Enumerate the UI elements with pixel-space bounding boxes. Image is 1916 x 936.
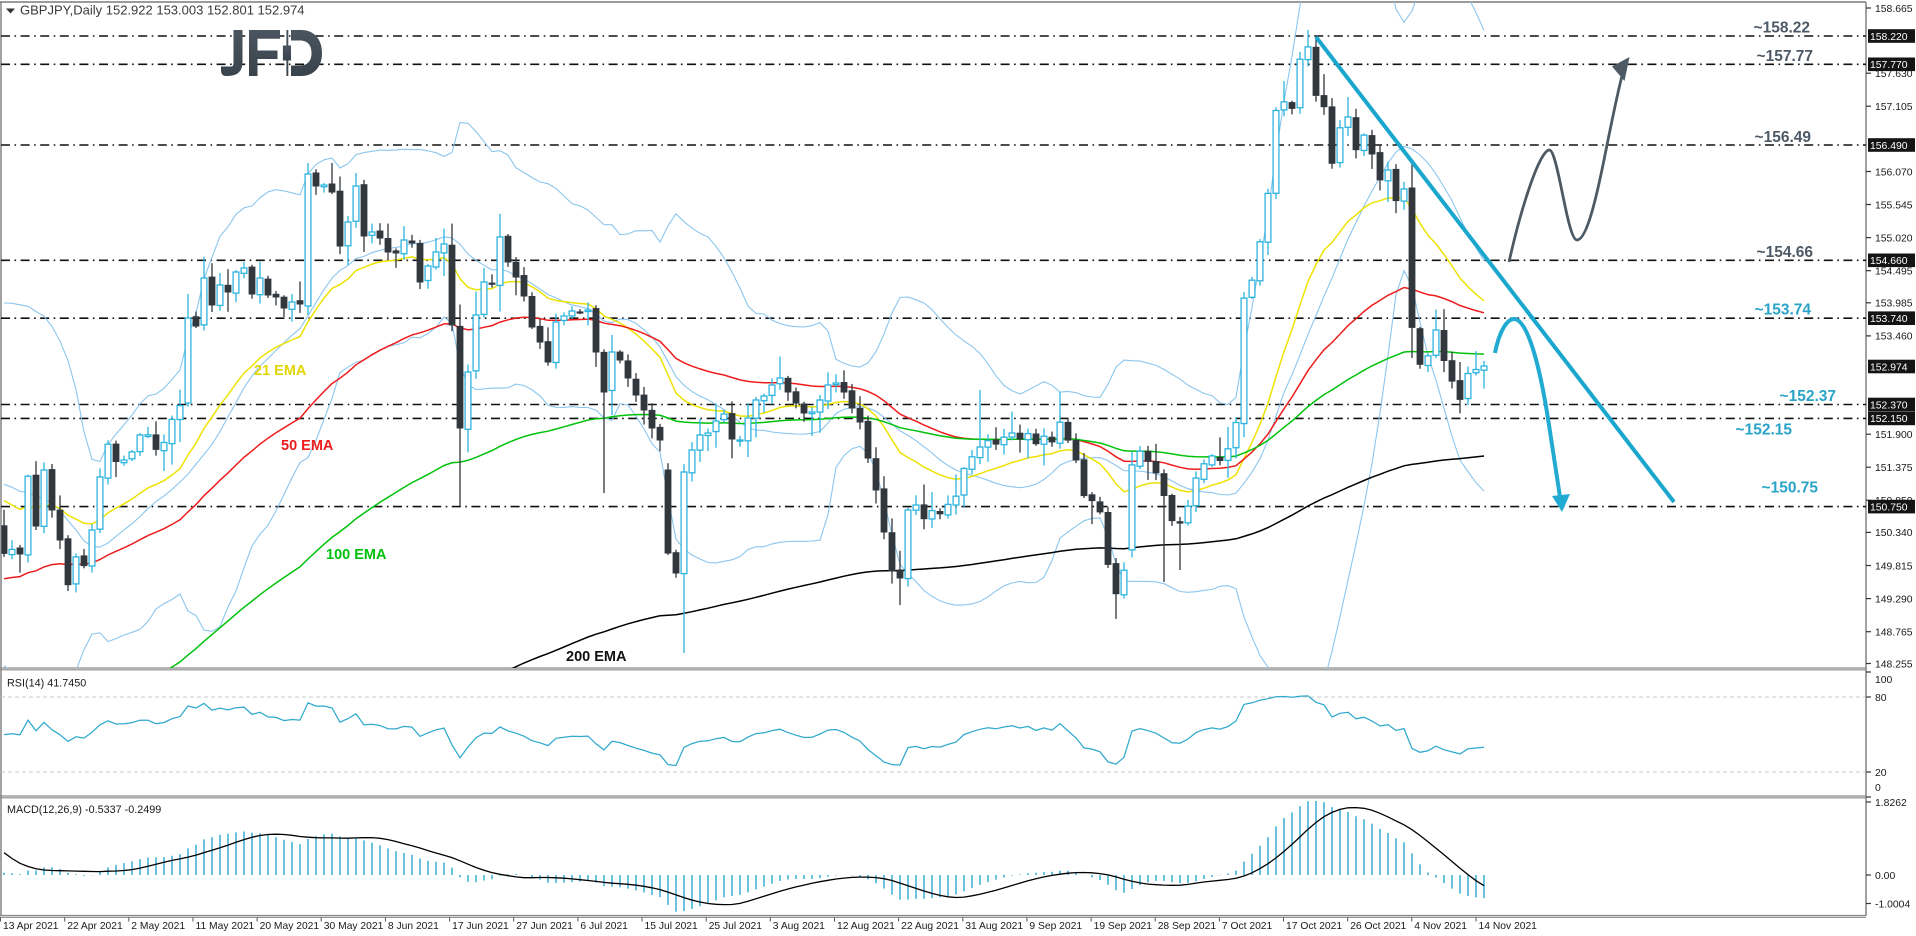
svg-text:151.900: 151.900 bbox=[1875, 430, 1913, 441]
svg-text:30 May 2021: 30 May 2021 bbox=[324, 921, 384, 932]
svg-text:~158.22: ~158.22 bbox=[1754, 20, 1810, 37]
svg-text:20 May 2021: 20 May 2021 bbox=[260, 921, 320, 932]
svg-text:0: 0 bbox=[1875, 783, 1881, 794]
svg-text:155.545: 155.545 bbox=[1875, 200, 1913, 211]
svg-text:13 Apr 2021: 13 Apr 2021 bbox=[3, 921, 59, 932]
svg-text:20: 20 bbox=[1875, 768, 1887, 779]
svg-text:22 Aug 2021: 22 Aug 2021 bbox=[901, 921, 959, 932]
svg-text:6 Jul 2021: 6 Jul 2021 bbox=[580, 921, 628, 932]
svg-text:28 Sep 2021: 28 Sep 2021 bbox=[1158, 921, 1217, 932]
svg-text:157.105: 157.105 bbox=[1875, 102, 1913, 113]
svg-text:156.490: 156.490 bbox=[1870, 141, 1908, 152]
svg-text:158.220: 158.220 bbox=[1870, 32, 1908, 43]
svg-text:156.070: 156.070 bbox=[1875, 167, 1913, 178]
svg-text:25 Jul 2021: 25 Jul 2021 bbox=[709, 921, 763, 932]
svg-text:152.974: 152.974 bbox=[1870, 362, 1908, 373]
svg-text:4 Nov 2021: 4 Nov 2021 bbox=[1414, 921, 1467, 932]
svg-text:~154.66: ~154.66 bbox=[1757, 244, 1814, 261]
svg-text:150.750: 150.750 bbox=[1870, 502, 1908, 513]
svg-text:22 Apr 2021: 22 Apr 2021 bbox=[67, 921, 123, 932]
svg-text:7 Oct 2021: 7 Oct 2021 bbox=[1222, 921, 1273, 932]
svg-text:148.765: 148.765 bbox=[1875, 628, 1913, 639]
svg-text:157.630: 157.630 bbox=[1875, 69, 1913, 80]
svg-text:GBPJPY,Daily 152.922 153.003: GBPJPY,Daily 152.922 153.003 152.801 152… bbox=[20, 3, 305, 18]
svg-text:8 Jun 2021: 8 Jun 2021 bbox=[388, 921, 439, 932]
svg-text:148.255: 148.255 bbox=[1875, 659, 1913, 670]
svg-text:11 May 2021: 11 May 2021 bbox=[196, 921, 255, 932]
svg-text:3 Aug 2021: 3 Aug 2021 bbox=[773, 921, 825, 932]
svg-text:2 May 2021: 2 May 2021 bbox=[131, 921, 185, 932]
svg-text:155.020: 155.020 bbox=[1875, 233, 1913, 244]
svg-text:~156.49: ~156.49 bbox=[1755, 129, 1812, 146]
svg-text:158.665: 158.665 bbox=[1875, 4, 1913, 15]
svg-text:26 Oct 2021: 26 Oct 2021 bbox=[1350, 921, 1406, 932]
svg-text:17 Oct 2021: 17 Oct 2021 bbox=[1286, 921, 1342, 932]
svg-text:MACD(12,26,9) -0.5337 -0.2499: MACD(12,26,9) -0.5337 -0.2499 bbox=[7, 804, 161, 816]
svg-text:~152.15: ~152.15 bbox=[1736, 421, 1793, 438]
svg-text:~157.77: ~157.77 bbox=[1757, 48, 1813, 65]
svg-text:200 EMA: 200 EMA bbox=[566, 649, 627, 665]
svg-text:~153.74: ~153.74 bbox=[1755, 302, 1812, 319]
svg-text:19 Sep 2021: 19 Sep 2021 bbox=[1094, 921, 1153, 932]
svg-text:149.290: 149.290 bbox=[1875, 594, 1913, 605]
svg-text:14 Nov 2021: 14 Nov 2021 bbox=[1479, 921, 1538, 932]
svg-text:27 Jun 2021: 27 Jun 2021 bbox=[516, 921, 573, 932]
svg-text:100 EMA: 100 EMA bbox=[326, 547, 387, 563]
svg-text:153.740: 153.740 bbox=[1870, 314, 1908, 325]
svg-text:152.370: 152.370 bbox=[1870, 400, 1908, 411]
svg-text:9 Sep 2021: 9 Sep 2021 bbox=[1029, 921, 1082, 932]
svg-text:157.770: 157.770 bbox=[1870, 60, 1908, 71]
svg-text:12 Aug 2021: 12 Aug 2021 bbox=[837, 921, 895, 932]
svg-text:152.150: 152.150 bbox=[1870, 414, 1908, 425]
svg-text:1.8262: 1.8262 bbox=[1875, 798, 1907, 809]
svg-text:50 EMA: 50 EMA bbox=[281, 438, 334, 454]
svg-text:~152.37: ~152.37 bbox=[1780, 388, 1836, 405]
svg-text:151.375: 151.375 bbox=[1875, 463, 1913, 474]
svg-text:0.00: 0.00 bbox=[1875, 871, 1895, 882]
svg-text:21 EMA: 21 EMA bbox=[254, 363, 307, 379]
svg-text:154.660: 154.660 bbox=[1870, 256, 1908, 267]
svg-text:-1.0004: -1.0004 bbox=[1875, 899, 1910, 910]
svg-text:153.985: 153.985 bbox=[1875, 299, 1913, 310]
svg-text:153.460: 153.460 bbox=[1875, 332, 1913, 343]
svg-text:100: 100 bbox=[1875, 675, 1893, 686]
svg-text:149.815: 149.815 bbox=[1875, 561, 1913, 572]
svg-text:31 Aug 2021: 31 Aug 2021 bbox=[965, 921, 1023, 932]
svg-text:154.495: 154.495 bbox=[1875, 267, 1913, 278]
svg-text:150.340: 150.340 bbox=[1875, 528, 1913, 539]
svg-text:80: 80 bbox=[1875, 693, 1887, 704]
svg-text:~150.75: ~150.75 bbox=[1762, 480, 1819, 497]
svg-text:17 Jun 2021: 17 Jun 2021 bbox=[452, 921, 509, 932]
svg-text:RSI(14) 41.7450: RSI(14) 41.7450 bbox=[7, 678, 86, 690]
svg-text:15 Jul 2021: 15 Jul 2021 bbox=[645, 921, 699, 932]
